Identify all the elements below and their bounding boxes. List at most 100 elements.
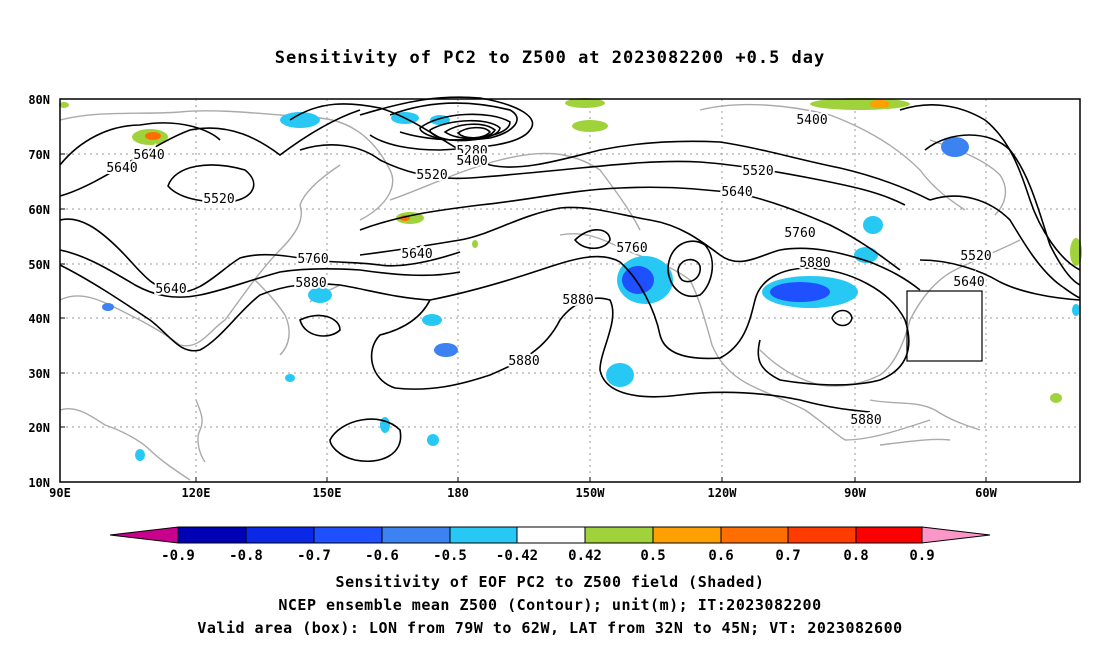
colorbar-label: -0.6 xyxy=(365,548,399,564)
contour-line xyxy=(573,229,611,250)
lat-axis-labels: 80N 70N 60N 50N 40N 30N 20N 10N xyxy=(28,93,50,490)
colorbar xyxy=(109,526,991,544)
footer-line-shading: Sensitivity of EOF PC2 to Z500 field (Sh… xyxy=(335,573,765,591)
shade-patch xyxy=(427,434,439,446)
colorbar-box xyxy=(245,526,315,544)
colorbar-label: -0.5 xyxy=(433,548,467,564)
shade-patch xyxy=(565,98,605,108)
shade-patch xyxy=(135,449,145,461)
contour-label: 5880 xyxy=(562,293,593,308)
colorbar-label: -0.8 xyxy=(229,548,263,564)
contour-line xyxy=(359,206,921,291)
lon-label: 150E xyxy=(313,486,342,500)
shade-patch xyxy=(59,102,69,108)
lat-label: 50N xyxy=(28,258,50,272)
footer-line-valid-area: Valid area (box): LON from 79W to 62W, L… xyxy=(197,619,903,637)
colorbar-label: -0.7 xyxy=(297,548,331,564)
colorbar-box xyxy=(584,526,654,544)
validation-box xyxy=(906,290,983,362)
map-frame xyxy=(59,98,1081,483)
colorbar-high-triangle xyxy=(921,526,991,544)
contour-label: 5640 xyxy=(133,148,164,163)
contour-label: 5400 xyxy=(456,154,487,169)
shade-patch xyxy=(1050,393,1062,403)
contour-line xyxy=(59,264,431,352)
contour-label: 5520 xyxy=(203,192,234,207)
lon-label: 150W xyxy=(576,486,606,500)
footer-line-contour: NCEP ensemble mean Z500 (Contour); unit(… xyxy=(278,596,822,614)
shade-patch xyxy=(606,363,634,387)
contour-label: 5760 xyxy=(784,226,815,241)
lat-label: 40N xyxy=(28,312,50,326)
shade-patch xyxy=(1070,238,1082,266)
shade-patch xyxy=(280,112,320,128)
colorbar-box xyxy=(787,526,857,544)
colorbar-box xyxy=(381,526,451,544)
contour-line xyxy=(924,134,1081,286)
contour-label: 5520 xyxy=(742,164,773,179)
shade-patch xyxy=(285,374,295,382)
contour-label: 5760 xyxy=(297,252,328,267)
colorbar-label: 0.6 xyxy=(708,548,733,564)
lat-label: 30N xyxy=(28,367,50,381)
shade-patch xyxy=(1072,304,1080,316)
contour-label: 5640 xyxy=(155,282,186,297)
lon-label: 120E xyxy=(182,486,211,500)
shade-patch xyxy=(941,137,969,157)
lat-label: 60N xyxy=(28,203,50,217)
lon-label: 120W xyxy=(708,486,738,500)
contour-line xyxy=(443,123,497,140)
contour-labels: 5640 5640 5520 5640 5760 5880 5640 5280 … xyxy=(104,111,993,430)
contour-label: 5880 xyxy=(295,276,326,291)
contour-label: 5520 xyxy=(416,168,447,183)
contour-label: 5880 xyxy=(508,354,539,369)
contour-line xyxy=(167,164,255,203)
contour-line xyxy=(59,109,361,197)
contour-line xyxy=(59,122,221,166)
lon-label: 90W xyxy=(844,486,866,500)
contour-label: 5640 xyxy=(106,161,137,176)
contour-label: 5400 xyxy=(796,113,827,128)
colorbar-labels: -0.9 -0.8 -0.7 -0.6 -0.5 -0.42 0.42 0.5 … xyxy=(161,548,935,564)
colorbar-low-triangle xyxy=(109,526,179,544)
colorbar-label: 0.9 xyxy=(909,548,934,564)
shade-patch xyxy=(770,282,830,302)
contour-label: 5760 xyxy=(616,241,647,256)
contour-label: 5880 xyxy=(850,413,881,428)
contour-line xyxy=(456,126,492,139)
map-title: Sensitivity of PC2 to Z500 at 2023082200… xyxy=(274,48,826,68)
lon-label: 180 xyxy=(447,486,469,500)
lon-label: 60W xyxy=(975,486,997,500)
contour-line xyxy=(299,314,341,337)
shade-patch xyxy=(863,216,883,234)
lat-label: 70N xyxy=(28,148,50,162)
contour-line xyxy=(289,103,931,201)
tick-marks xyxy=(60,98,987,482)
colorbar-box xyxy=(313,526,383,544)
colorbar-label: 0.42 xyxy=(568,548,602,564)
lon-label: 90E xyxy=(49,486,71,500)
lat-label: 80N xyxy=(28,93,50,107)
shade-patch xyxy=(622,266,654,294)
lat-label: 10N xyxy=(28,476,50,490)
colorbar-box xyxy=(449,526,518,544)
contour-line xyxy=(329,418,402,462)
z500-contours xyxy=(59,96,1081,462)
colorbar-label: 0.5 xyxy=(640,548,665,564)
contour-label: 5880 xyxy=(799,256,830,271)
colorbar-box xyxy=(720,526,789,544)
contour-line xyxy=(359,186,901,271)
shading-negative xyxy=(102,112,1080,461)
contour-label: 5520 xyxy=(960,249,991,264)
colorbar-label: -0.42 xyxy=(496,548,538,564)
contour-label: 5640 xyxy=(953,275,984,290)
contour-line xyxy=(59,218,461,293)
colorbar-box xyxy=(652,526,722,544)
colorbar-label: -0.9 xyxy=(161,548,195,564)
contour-line xyxy=(419,113,511,141)
contour-line xyxy=(370,297,871,413)
shade-patch xyxy=(472,240,478,248)
contour-line xyxy=(59,249,461,298)
contour-line xyxy=(429,255,910,386)
